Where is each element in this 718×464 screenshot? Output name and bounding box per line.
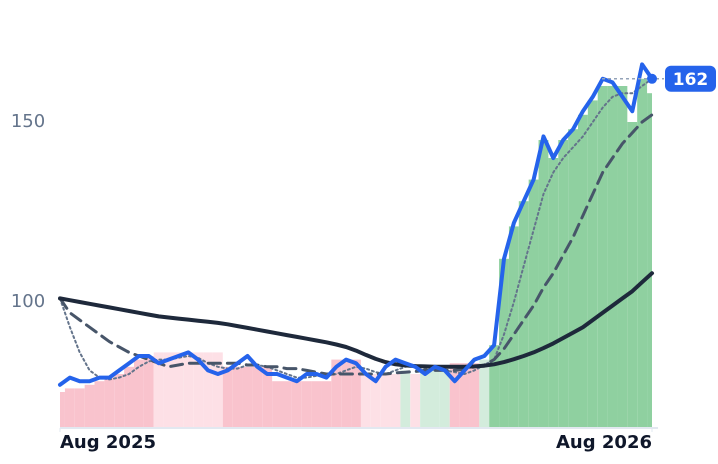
shade-bar xyxy=(578,114,588,429)
shade-bar xyxy=(459,363,470,428)
shade-bar xyxy=(153,352,164,428)
shade-bar xyxy=(104,377,115,428)
shade-bar xyxy=(370,374,381,428)
shading xyxy=(60,78,652,429)
shade-bar xyxy=(617,86,628,428)
shade-bar xyxy=(568,129,578,428)
shade-bar xyxy=(410,374,421,428)
shade-bar xyxy=(499,258,509,428)
shade-bar xyxy=(528,179,539,428)
shade-bar xyxy=(597,86,608,428)
shade-bar xyxy=(193,352,204,428)
shade-bar xyxy=(124,366,134,428)
shade-bar xyxy=(647,93,652,428)
shade-bar xyxy=(449,363,460,428)
y-tick-label: 100 xyxy=(11,291,45,312)
shade-bar xyxy=(430,370,440,428)
shade-bar xyxy=(60,392,65,428)
shade-bar xyxy=(627,122,638,428)
shade-bar xyxy=(351,359,361,428)
shade-bar xyxy=(291,381,302,428)
shade-bar xyxy=(360,374,371,428)
shade-bar xyxy=(538,140,549,428)
shade-bar xyxy=(548,158,559,428)
shade-bar xyxy=(311,381,322,428)
shade-bar xyxy=(262,366,273,428)
shade-bar xyxy=(508,226,519,428)
shade-bar xyxy=(518,201,529,428)
shade-bar xyxy=(439,370,450,428)
shade-bar xyxy=(587,100,598,429)
shade-bar xyxy=(173,352,184,428)
shade-bar xyxy=(331,359,342,428)
x-tick-label: Aug 2026 xyxy=(556,432,652,453)
shade-bar xyxy=(64,388,75,428)
shade-bar xyxy=(74,388,85,428)
shade-bar xyxy=(390,374,401,428)
shade-bar xyxy=(242,366,253,428)
shade-bar xyxy=(94,381,105,428)
series-line xyxy=(58,62,654,387)
shade-bar xyxy=(321,381,332,428)
shade-bar xyxy=(469,363,480,428)
shade-bar xyxy=(143,356,154,428)
shade-bar xyxy=(212,352,223,428)
shade-bar xyxy=(222,366,233,428)
shade-bar xyxy=(637,78,648,429)
series-line xyxy=(59,77,653,381)
y-tick-label: 150 xyxy=(11,111,45,132)
shade-bar xyxy=(84,384,95,428)
shade-bar xyxy=(232,366,243,428)
shade-bar xyxy=(183,352,194,428)
shade-bar xyxy=(252,366,263,428)
shade-bar xyxy=(607,86,618,428)
shade-bar xyxy=(479,359,490,428)
value-badge xyxy=(665,65,716,92)
shade-bar xyxy=(282,381,292,428)
shade-bar xyxy=(114,374,125,428)
shade-bar xyxy=(380,374,391,428)
shade-bar xyxy=(558,140,569,428)
shade-bar xyxy=(272,381,282,428)
shade-bar xyxy=(420,370,430,428)
shade-bar xyxy=(489,345,500,428)
lines xyxy=(58,62,654,387)
series-line xyxy=(58,271,654,369)
shade-bar xyxy=(203,352,213,428)
shade-bar xyxy=(341,359,352,428)
labels: 100 150 Aug 2025 Aug 2026 162 xyxy=(11,65,716,453)
x-tick-label: Aug 2025 xyxy=(60,432,156,453)
shade-bar xyxy=(301,381,312,428)
shade-bar xyxy=(163,352,174,428)
shade-bar xyxy=(134,359,144,428)
last-value-dot xyxy=(647,73,657,84)
value-badge-label: 162 xyxy=(673,70,709,90)
shade-bar xyxy=(400,370,411,428)
